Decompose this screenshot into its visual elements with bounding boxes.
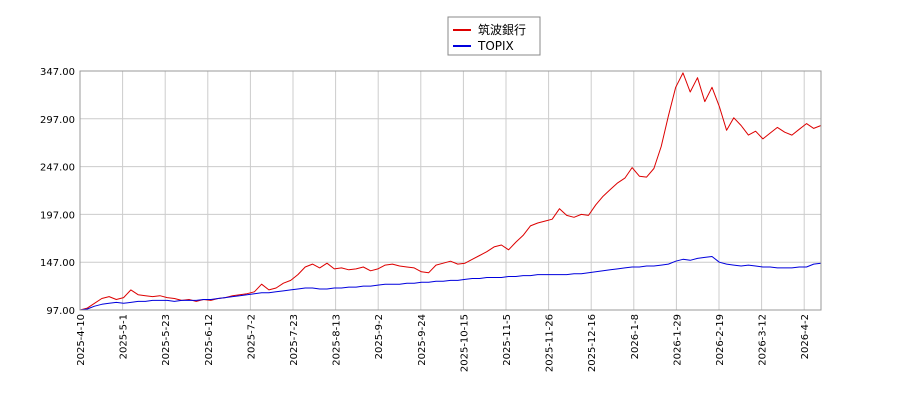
x-tick-label: 2025-9-24 xyxy=(417,314,428,366)
x-tick-label: 2025-12-16 xyxy=(587,314,598,372)
x-axis-ticks: 2025-4-10 2025-5-1 2025-5-23 2025-6-12 2025-… xyxy=(76,314,811,372)
x-tick-label: 2026-3-12 xyxy=(758,314,769,366)
grid xyxy=(79,70,821,311)
x-tick-label: 2025-7-23 xyxy=(289,314,300,366)
legend-label-topix: TOPIX xyxy=(477,39,514,53)
x-tick-label: 2025-9-2 xyxy=(374,314,385,359)
y-tick-label: 297.00 xyxy=(40,115,75,126)
series-lines xyxy=(79,72,822,311)
x-tick-label: 2025-11-5 xyxy=(502,314,513,366)
x-tick-label: 2025-8-13 xyxy=(332,314,343,366)
x-tick-label: 2025-11-26 xyxy=(545,314,556,372)
y-tick-label: 197.00 xyxy=(40,210,75,221)
y-tick-label: 147.00 xyxy=(40,258,75,269)
x-tick-label: 2025-5-1 xyxy=(119,314,130,359)
x-tick-label: 2025-5-23 xyxy=(161,314,172,366)
y-tick-label: 97.00 xyxy=(46,306,75,317)
x-tick-label: 2025-10-15 xyxy=(459,314,470,372)
y-tick-label: 247.00 xyxy=(40,163,75,174)
x-tick-label: 2025-4-10 xyxy=(76,314,87,366)
x-tick-label: 2026-1-29 xyxy=(672,314,683,366)
x-tick-label: 2026-4-2 xyxy=(800,314,811,359)
x-tick-label: 2026-1-8 xyxy=(630,314,641,359)
y-axis-ticks: 97.00 147.00 197.00 247.00 297.00 347.00 xyxy=(40,67,75,317)
legend: 筑波銀行 TOPIX xyxy=(447,16,541,56)
series-line-tsukuba-bank xyxy=(79,72,822,311)
legend-label-tsukuba: 筑波銀行 xyxy=(478,22,526,37)
series-line-topix xyxy=(79,256,822,311)
x-tick-label: 2026-2-19 xyxy=(715,314,726,366)
x-tick-label: 2025-7-2 xyxy=(246,314,257,359)
legend-box xyxy=(447,16,541,56)
y-tick-label: 347.00 xyxy=(40,67,75,78)
x-tick-label: 2025-6-12 xyxy=(204,314,215,366)
plot-frame xyxy=(79,70,822,311)
